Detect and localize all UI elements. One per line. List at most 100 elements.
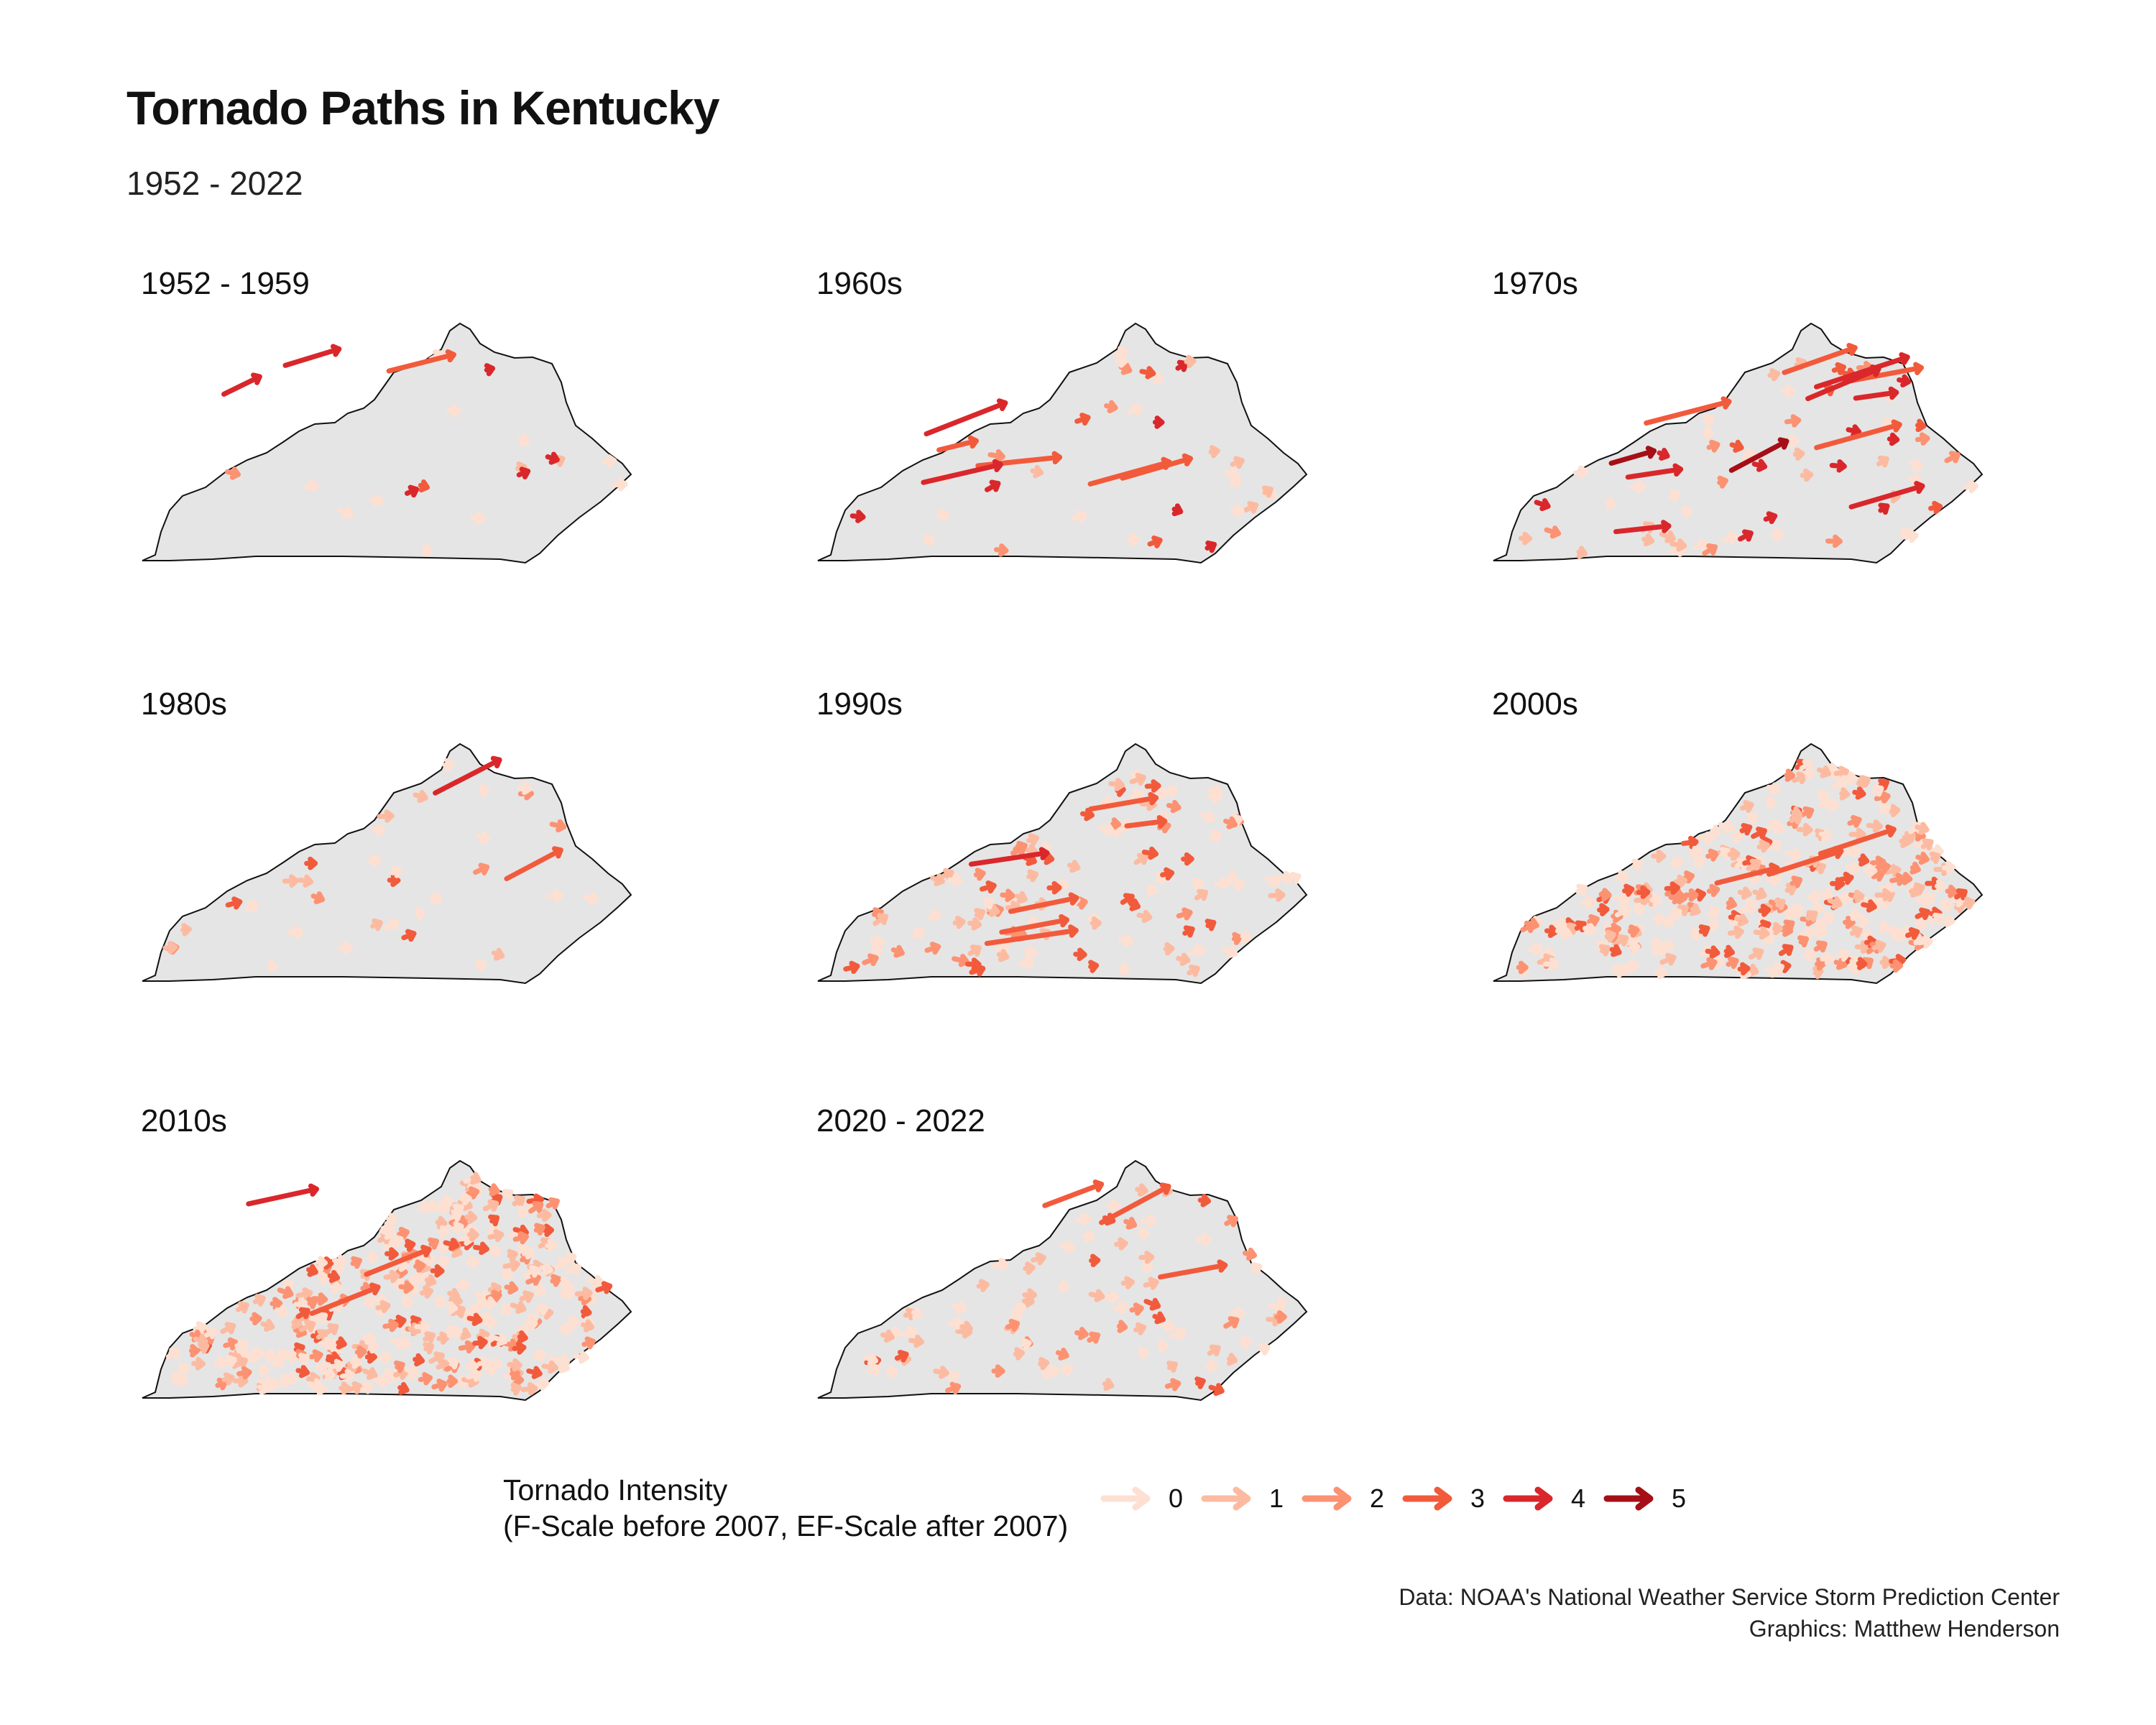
tornado-path-arrow: [482, 1199, 499, 1212]
tornado-path-arrow: [1544, 525, 1562, 539]
tornado-path-arrow: [1120, 893, 1135, 906]
tornado-path-arrow: [328, 1358, 345, 1372]
tornado-path-arrow: [911, 927, 926, 940]
tornado-path-arrow: [936, 509, 950, 522]
tornado-path-arrow: [991, 1257, 1009, 1271]
tornado-path-arrow: [397, 1336, 412, 1350]
tornado-path-arrow: [1706, 439, 1720, 453]
tornado-path-arrow: [382, 1318, 399, 1333]
tornado-path-arrow: [1110, 817, 1122, 831]
tornado-path-arrow: [1587, 914, 1600, 927]
tornado-path-arrow: [545, 1197, 560, 1210]
tornado-path-arrow: [1818, 796, 1833, 810]
tornado-path-arrow: [295, 1287, 313, 1301]
tornado-path-arrow: [339, 1368, 356, 1382]
tornado-path-arrow: [1717, 475, 1728, 489]
tornado-path-arrow: [933, 1366, 949, 1379]
tornado-path-arrow: [295, 1365, 310, 1379]
tornado-path-arrow: [1227, 870, 1238, 884]
tornado-path-arrow: [1874, 790, 1891, 804]
tornado-path-arrow: [1613, 893, 1630, 907]
tornado-path-arrow: [350, 1256, 362, 1269]
tornado-path-arrow: [414, 908, 425, 921]
tornado-path-arrow: [1833, 765, 1850, 779]
tornado-path-arrow: [404, 1364, 419, 1378]
tornado-path-arrow: [1856, 775, 1871, 788]
tornado-path-arrow: [1908, 459, 1924, 472]
tornado-path-arrow: [1856, 957, 1868, 970]
tornado-path-arrow: [1264, 874, 1281, 888]
tornado-path-arrow: [447, 1357, 459, 1370]
tornado-path-arrow: [1208, 445, 1220, 459]
tornado-path-arrow: [1839, 787, 1851, 801]
panel-1952-1959: 1952 - 1959: [126, 266, 773, 668]
tornado-path-arrow: [976, 1279, 990, 1292]
tornado-path-arrow: [465, 1186, 480, 1200]
kentucky-state-outline: [142, 742, 632, 985]
tornado-path-arrow: [1169, 1327, 1187, 1340]
tornado-path-arrow: [1954, 888, 1968, 901]
tornado-path-arrow: [1723, 944, 1735, 958]
tornado-path-arrow: [1126, 533, 1141, 547]
tornado-path-arrow: [448, 1294, 463, 1307]
tornado-path-arrow: [232, 1374, 249, 1388]
tornado-path-arrow: [1767, 368, 1781, 382]
tornado-path-arrow: [309, 1282, 381, 1316]
tornado-path-arrow: [475, 831, 491, 845]
tornado-path-arrow: [541, 1360, 558, 1374]
tornado-path-arrow: [170, 1370, 183, 1384]
panel-1990s: 1990s: [802, 686, 1449, 1089]
tornado-path-arrow: [304, 856, 318, 870]
tornado-path-arrow: [1575, 883, 1588, 896]
tornado-path-arrow: [984, 924, 1079, 947]
tornado-path-arrow: [1576, 546, 1588, 559]
tornado-path-arrow: [472, 1335, 488, 1350]
tornado-path-arrow: [423, 1342, 435, 1355]
tornado-path-arrow: [520, 1382, 538, 1396]
tornado-path-arrow: [1614, 870, 1629, 883]
tornado-path-arrow: [1771, 528, 1784, 542]
tornado-path-arrow: [1829, 459, 1847, 473]
tornado-path-arrow: [1055, 1347, 1069, 1361]
tornado-path-arrow: [1608, 446, 1657, 466]
tornado-path-arrow: [223, 1337, 239, 1351]
tornado-path-arrow: [1941, 860, 1956, 875]
tornado-path-arrow: [449, 1209, 463, 1223]
tornado-path-arrow: [1154, 786, 1169, 800]
tornado-path-arrow: [573, 1350, 589, 1364]
tornado-path-arrow: [582, 891, 599, 906]
tornado-path-arrow: [487, 1282, 502, 1296]
tornado-path-arrow: [1088, 791, 1159, 812]
tornado-path-arrow: [555, 1354, 570, 1368]
tornado-path-arrow: [295, 1307, 310, 1320]
tornado-path-arrow: [1229, 1306, 1245, 1320]
tornado-path-arrow: [565, 1251, 577, 1265]
panel-label: 1980s: [141, 686, 227, 722]
tornado-path-arrow: [401, 929, 417, 942]
tornado-path-arrow: [1778, 944, 1794, 957]
tornado-path-arrow: [1879, 920, 1890, 934]
tornado-path-arrow: [404, 1238, 416, 1252]
tornado-path-arrow: [1814, 957, 1827, 971]
tornado-path-arrow: [1733, 914, 1749, 927]
tornado-path-arrow: [1160, 1320, 1176, 1333]
tornado-path-arrow: [1784, 414, 1802, 428]
tornado-path-arrow: [423, 1331, 436, 1344]
tornado-path-arrow: [1797, 935, 1809, 948]
tornado-path-arrow: [1013, 840, 1028, 854]
tornado-path-arrow: [1598, 888, 1612, 901]
tornado-path-arrow: [559, 1276, 571, 1290]
tornado-path-arrow: [318, 1271, 330, 1285]
tornado-path-arrow: [367, 1340, 379, 1354]
tornado-path-arrow: [849, 510, 866, 523]
tornado-path-arrow: [870, 934, 885, 948]
tornado-path-arrow: [413, 1259, 426, 1273]
tornado-path-arrow: [1706, 883, 1720, 898]
tornado-path-arrow: [1153, 371, 1164, 385]
tornado-path-arrow: [574, 1287, 593, 1300]
tornado-path-arrow: [1915, 822, 1930, 835]
tornado-path-arrow: [1861, 899, 1877, 913]
tornado-path-arrow: [1787, 906, 1803, 919]
tornado-path-arrow: [236, 1366, 252, 1380]
tornado-path-arrow: [1827, 896, 1843, 909]
